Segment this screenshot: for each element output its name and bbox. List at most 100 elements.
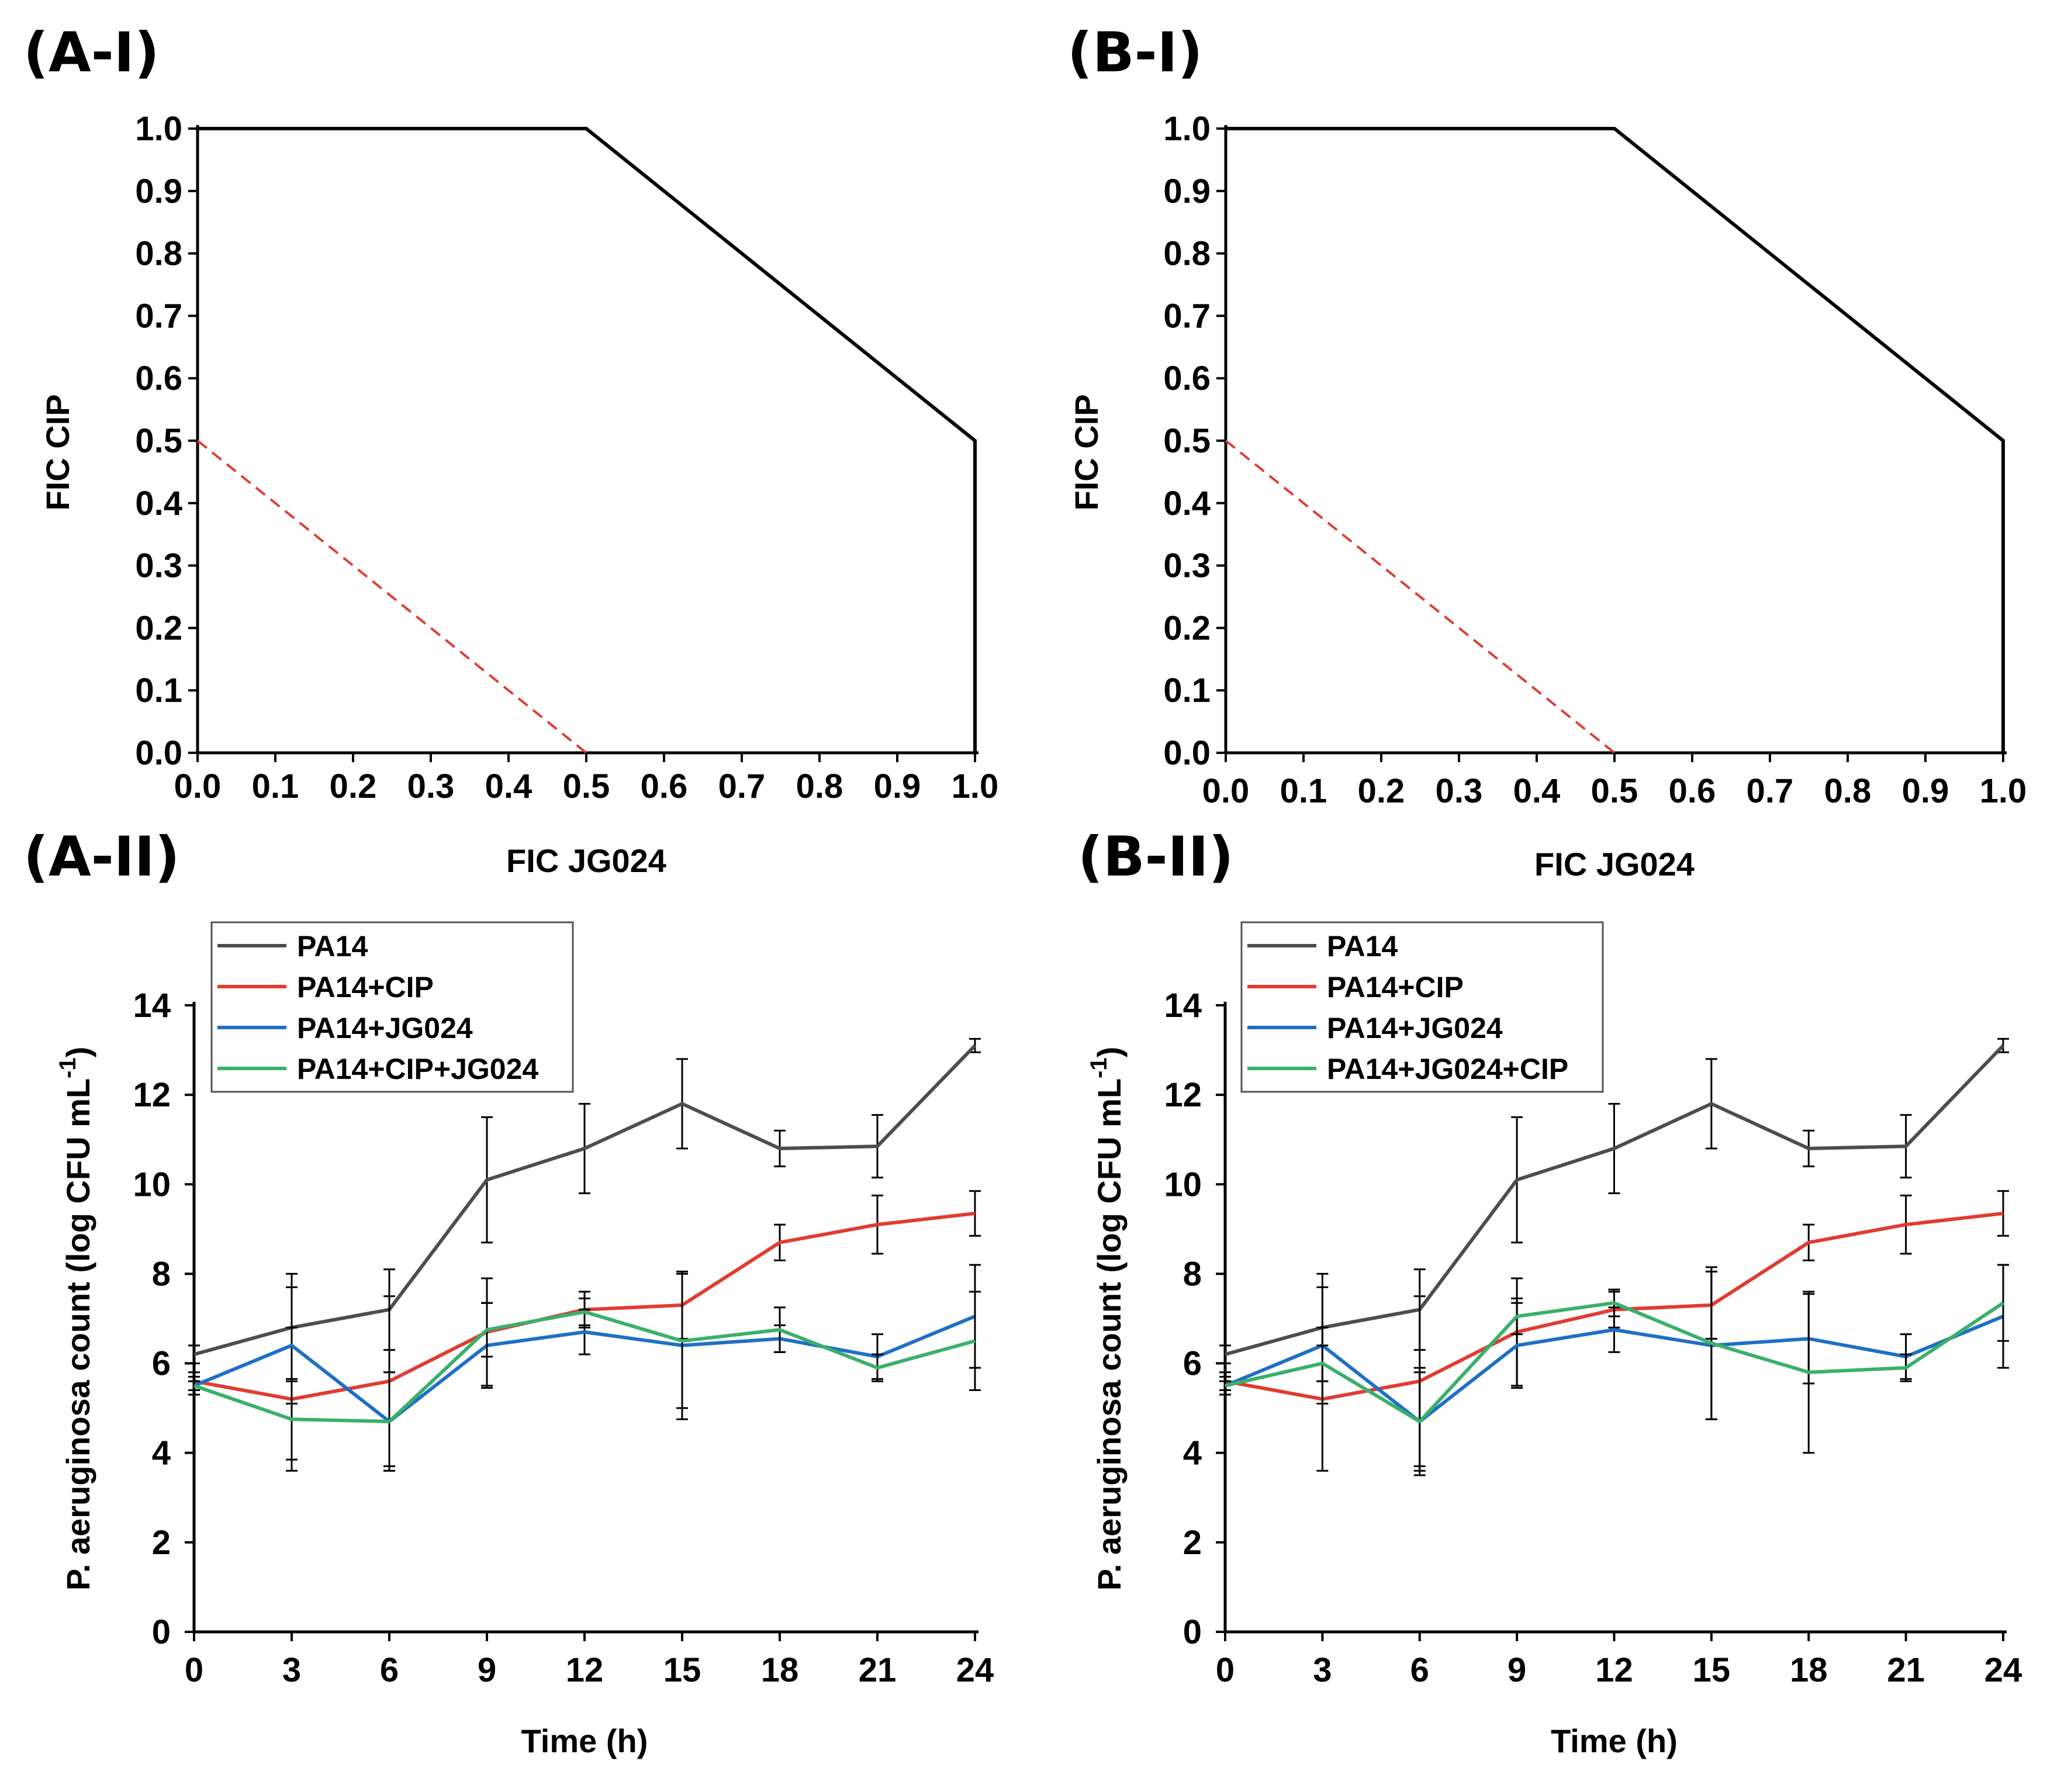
y-axis-title: FIC CIP: [39, 394, 76, 510]
y-tick-label: 0.9: [135, 172, 182, 210]
y-tick-label: 0.0: [135, 734, 182, 772]
x-tick-label: 0.9: [1902, 772, 1949, 810]
x-tick-label: 0: [185, 1651, 203, 1689]
x-tick-label: 0: [1216, 1651, 1235, 1689]
x-tick-label: 12: [566, 1651, 604, 1689]
x-tick-label: 0.0: [1202, 772, 1250, 810]
y-axis-title: P. aeruginosa count (log CFU mL-1): [55, 1047, 96, 1591]
y-tick-label: 0.6: [1163, 359, 1211, 397]
x-tick-label: 12: [1595, 1651, 1633, 1689]
y-tick-label: 0.8: [135, 235, 182, 273]
x-tick-label: 0.1: [1280, 772, 1327, 810]
x-tick-label: 24: [1984, 1651, 2022, 1689]
isobologram-line: [198, 127, 977, 753]
legend-entry: PA14+CIP+JG024: [297, 1053, 538, 1085]
x-tick-label: 0.6: [641, 767, 688, 805]
synergy-dashed-line: [1225, 440, 1616, 754]
x-tick-label: 0.9: [874, 767, 921, 805]
x-tick-label: 21: [1887, 1651, 1925, 1689]
y-axis-title-end: ): [1091, 1047, 1128, 1058]
x-tick-label: 0.5: [563, 767, 610, 805]
y-tick-label: 4: [152, 1434, 171, 1472]
legend-entry: PA14+CIP: [297, 971, 434, 1004]
x-tick-label: 1.0: [952, 767, 999, 805]
y-tick-label: 0.3: [135, 547, 182, 585]
x-tick-label: 18: [1790, 1651, 1828, 1689]
legend-entry: PA14: [297, 930, 368, 963]
x-tick-label: 0.8: [796, 767, 843, 805]
y-tick-label: 8: [1183, 1255, 1202, 1293]
x-tick-label: 0.2: [330, 767, 377, 805]
y-axis-title-main: P. aeruginosa count (log CFU mL: [60, 1078, 96, 1590]
panel-label-a-ii: (A-II): [23, 825, 180, 889]
y-tick-label: 0.4: [135, 485, 182, 523]
y-tick-label: 12: [1164, 1076, 1202, 1114]
legend: PA14 PA14+CIP PA14+JG024 PA14+JG024+CIP: [1240, 921, 1604, 1093]
x-tick-label: 0.2: [1358, 772, 1405, 810]
x-tick-label: 6: [380, 1651, 399, 1689]
y-tick-label: 0.8: [1163, 235, 1211, 273]
x-tick-label: 0.3: [407, 767, 455, 805]
y-tick-label: 14: [133, 987, 171, 1025]
legend: PA14 PA14+CIP PA14+JG024 PA14+CIP+JG024: [210, 921, 574, 1093]
y-tick-label: 8: [152, 1255, 171, 1293]
series-pa14-jg024-cip: [1219, 1264, 2009, 1472]
legend-entry: PA14+CIP: [1327, 971, 1464, 1004]
series-line: [193, 1044, 977, 1357]
y-tick-label: 0: [1183, 1613, 1202, 1651]
y-tick-label: 0.2: [135, 609, 182, 647]
y-tick-label: 0.2: [1163, 609, 1211, 647]
y-tick-label: 2: [152, 1524, 171, 1562]
y-tick-label: 0.1: [1163, 672, 1211, 710]
x-tick-label: 3: [1313, 1651, 1332, 1689]
y-tick-label: 1.0: [1163, 110, 1211, 148]
legend-entry: PA14+JG024+CIP: [1327, 1053, 1568, 1085]
x-tick-label: 9: [478, 1651, 496, 1689]
y-tick-label: 0.9: [1163, 172, 1211, 210]
panel-label-b-ii: (B-II): [1078, 825, 1234, 889]
series-line: [1224, 1314, 2004, 1424]
x-tick-label: 0.8: [1824, 772, 1872, 810]
x-tick-label: 15: [1693, 1651, 1731, 1689]
series-line: [193, 1314, 976, 1424]
x-tick-label: 3: [282, 1651, 301, 1689]
x-tick-label: 1.0: [1980, 772, 2027, 810]
y-tick-label: 0.5: [135, 422, 182, 460]
y-tick-label: 0.5: [1163, 422, 1211, 460]
y-tick-label: 0.7: [1163, 297, 1211, 335]
y-tick-label: 10: [1164, 1165, 1202, 1203]
x-tick-label: 0.1: [252, 767, 299, 805]
y-tick-label: 1.0: [135, 110, 182, 148]
x-tick-label: 0.0: [174, 767, 222, 805]
y-tick-label: 2: [1183, 1524, 1202, 1562]
series-line: [1225, 1044, 2005, 1357]
fic-isobologram-b: 0.0 0.1 0.2 0.3 0.4 0.5 0.6 0.7 0.8 0.9 1.0 0.0 0.1 0…: [1068, 110, 2027, 883]
y-axis-title-main: P. aeruginosa count (log CFU mL: [1091, 1078, 1128, 1590]
panel-label-b-i: (B-I): [1067, 21, 1203, 85]
y-tick-label: 0.0: [1163, 734, 1211, 772]
y-tick-label: 0.6: [135, 359, 182, 397]
series-line: [1225, 1301, 2004, 1424]
y-tick-label: 0.4: [1163, 485, 1211, 523]
x-tick-label: 21: [859, 1651, 897, 1689]
legend-entry: PA14+JG024: [1327, 1012, 1503, 1044]
x-tick-label: 18: [761, 1651, 799, 1689]
legend-box: [210, 921, 574, 1093]
isobologram-line: [1226, 127, 2005, 753]
x-tick-label: 6: [1410, 1651, 1429, 1689]
y-axis-title-end: ): [60, 1047, 96, 1058]
y-tick-label: 0: [152, 1613, 171, 1651]
x-tick-label: 0.5: [1591, 772, 1638, 810]
x-tick-label: 0.4: [1513, 772, 1561, 810]
y-tick-label: 6: [1183, 1345, 1202, 1383]
y-axis-title-superscript: -1: [1086, 1057, 1112, 1078]
synergy-dashed-line: [196, 440, 587, 754]
y-axis-title: FIC CIP: [1068, 394, 1105, 510]
y-tick-label: 6: [152, 1345, 171, 1383]
x-axis-title: Time (h): [1551, 1722, 1678, 1759]
y-tick-label: 12: [133, 1076, 171, 1114]
y-tick-label: 14: [1164, 987, 1202, 1025]
x-axis-title: FIC JG024: [1534, 846, 1695, 883]
